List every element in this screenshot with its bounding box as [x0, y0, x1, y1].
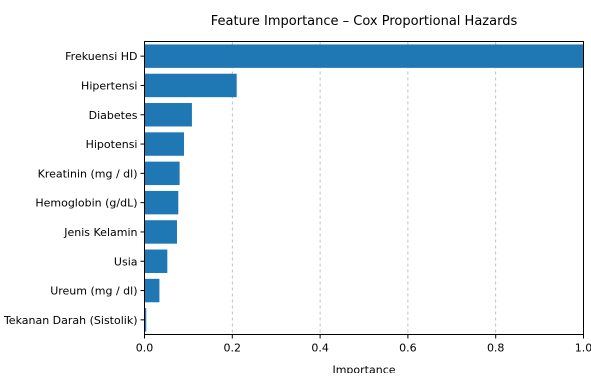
- y-tick-label: Jenis Kelamin: [63, 226, 137, 239]
- bar: [144, 161, 180, 186]
- x-tick-label: 0.8: [487, 342, 505, 355]
- plot-frame: [144, 41, 584, 335]
- y-tick-label: Usia: [114, 255, 138, 268]
- y-tick-label: Hemoglobin (g/dL): [35, 197, 137, 210]
- y-tick-label: Tekanan Darah (Sistolik): [3, 314, 138, 327]
- y-tick-label: Kreatinin (mg / dl): [38, 167, 138, 180]
- y-tick-label: Hipotensi: [86, 138, 138, 151]
- x-tick-label: 0.4: [311, 342, 329, 355]
- y-axis-ticks: Frekuensi HD Hipertensi Diabetes Hipotensi K…: [3, 50, 145, 327]
- bar: [144, 190, 179, 215]
- bar: [144, 132, 185, 156]
- y-tick-label: Ureum (mg / dl): [50, 285, 137, 298]
- x-tick-label: 1.0: [575, 342, 591, 355]
- x-tick-label: 0.6: [399, 342, 417, 355]
- bar: [144, 249, 168, 273]
- x-tick-label: 0.0: [136, 342, 154, 355]
- bars: [144, 44, 584, 332]
- x-axis-ticks: 0.0 0.2 0.4 0.6 0.8 1.0: [136, 334, 591, 355]
- bar: [144, 278, 160, 303]
- bar: [144, 308, 147, 332]
- y-tick-label: Diabetes: [89, 109, 138, 122]
- x-tick-label: 0.2: [224, 342, 242, 355]
- bar: [144, 103, 192, 127]
- y-tick-label: Hipertensi: [81, 79, 137, 92]
- bar: [144, 220, 177, 244]
- bar: [144, 44, 584, 68]
- bar: [144, 73, 237, 98]
- chart-title: Feature Importance – Cox Proportional Ha…: [211, 14, 518, 29]
- x-axis-label: Importance: [332, 364, 395, 374]
- y-tick-label: Frekuensi HD: [65, 50, 137, 63]
